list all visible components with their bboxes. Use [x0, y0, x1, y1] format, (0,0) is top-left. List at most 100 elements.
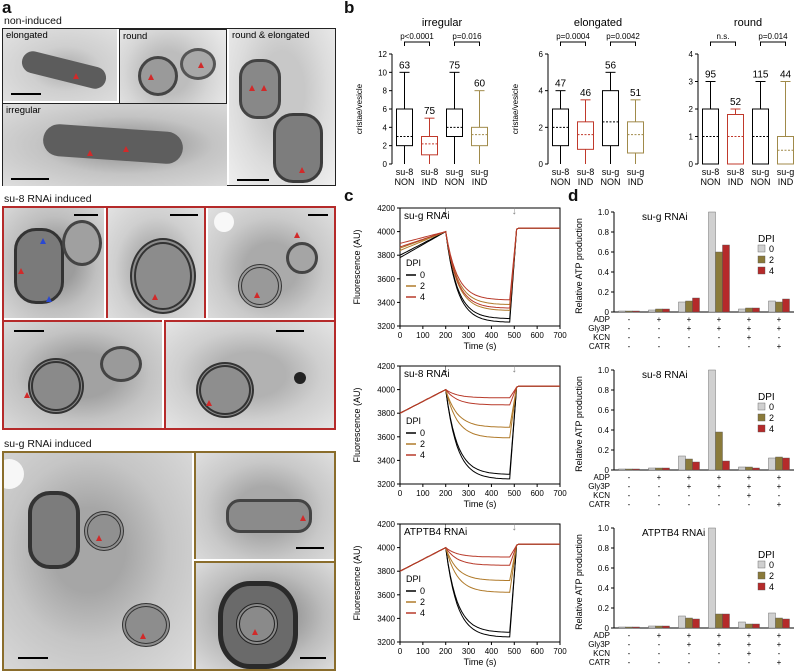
- atp-bar-dpi-2: [745, 466, 753, 471]
- n-label: 46: [580, 88, 592, 99]
- x-axis-label: Time (s): [464, 341, 497, 351]
- condition-symbol: +: [777, 315, 782, 324]
- scale-bar: [11, 93, 41, 95]
- p-value-label: n.s.: [717, 32, 730, 41]
- atp-bar-dpi-2: [625, 310, 633, 313]
- trace-series-4: [399, 385, 560, 414]
- p-value-label: p<0.0001: [400, 32, 434, 41]
- condition-symbol: -: [628, 500, 631, 509]
- em-image-su8-2: [106, 208, 206, 318]
- y-tick-label: 3800: [377, 251, 395, 260]
- condition-symbol: -: [718, 342, 721, 351]
- n-label: 52: [730, 97, 742, 108]
- box: [421, 136, 438, 156]
- red-arrowhead: [18, 268, 24, 274]
- x-tick-label: 100: [416, 331, 430, 340]
- x-tick-label: 600: [530, 331, 544, 340]
- x-tick-label: 300: [462, 331, 476, 340]
- atp-bar-dpi-2: [685, 617, 693, 629]
- scale-bar: [237, 179, 269, 181]
- category-label: su-g: [627, 167, 645, 177]
- mitochondrion-shape: [42, 123, 184, 165]
- atp-bar-dpi-0: [738, 308, 746, 313]
- atp-bar-dpi-4: [632, 626, 640, 629]
- y-tick-label: 0.8: [598, 386, 610, 395]
- x-tick-label: 700: [553, 489, 567, 498]
- legend-swatch: [757, 560, 766, 569]
- atp-bar-dpi-2: [745, 623, 753, 629]
- red-arrowhead: [294, 232, 300, 238]
- category-label: NON: [601, 177, 621, 186]
- red-arrowhead: [261, 85, 267, 91]
- legend-swatch: [757, 413, 766, 422]
- bar-chart-atptb4: 0 0.2 0.4 0.6 0.8 1.0 Relative ATP production A…: [574, 524, 794, 667]
- atp-bar-dpi-0: [678, 455, 686, 471]
- legend-label: 0: [769, 560, 774, 570]
- legend-label: 2: [769, 571, 774, 581]
- x-tick-label: 200: [439, 489, 453, 498]
- atp-bar-dpi-2: [625, 468, 633, 471]
- condition-symbol: -: [658, 640, 661, 649]
- condition-symbol: +: [777, 324, 782, 333]
- atp-bar-dpi-2: [715, 431, 723, 471]
- trace-series-4: [399, 543, 560, 572]
- panel-label-d: d: [568, 186, 579, 205]
- sug-frame: [2, 451, 336, 671]
- atp-bar-dpi-2: [775, 617, 783, 629]
- mitochondrion-shape: [238, 264, 282, 308]
- condition-symbol: +: [777, 473, 782, 482]
- y-tick-label: 4000: [377, 544, 395, 553]
- y-tick-label: 6: [383, 105, 388, 114]
- y-tick-label: 3400: [377, 614, 395, 623]
- mitochondrion-shape: [100, 346, 142, 382]
- x-tick-label: 0: [398, 489, 403, 498]
- trace-series-4: [399, 543, 560, 572]
- y-tick-label: 2: [383, 142, 388, 151]
- atp-bar-dpi-4: [782, 618, 790, 629]
- condition-symbol: +: [657, 315, 662, 324]
- condition-symbol: -: [748, 658, 751, 667]
- condition-symbol: +: [687, 631, 692, 640]
- y-tick-label: 4200: [377, 362, 395, 371]
- y-tick-label: 1.0: [598, 366, 610, 375]
- condition-symbol: +: [717, 631, 722, 640]
- addition-arrow-gray: ↓: [512, 205, 518, 217]
- atp-bar-dpi-4: [692, 297, 700, 313]
- atp-bar-dpi-2: [745, 307, 753, 313]
- condition-symbol: +: [747, 649, 752, 658]
- condition-symbol: -: [688, 658, 691, 667]
- condition-row-label: Gly3P: [588, 482, 610, 491]
- mitochondrion-shape: [28, 491, 80, 569]
- category-label: su-8: [421, 167, 439, 177]
- y-tick-label: 0: [605, 308, 610, 317]
- atp-bar-dpi-4: [722, 460, 730, 471]
- em-image-sug-2: [194, 453, 334, 559]
- legend-title: DPI: [758, 392, 775, 403]
- mitochondrion-shape: [14, 228, 64, 304]
- dense-granule-shape: [294, 372, 306, 384]
- y-axis-label: Fluorescence (AU): [352, 545, 362, 620]
- condition-symbol: +: [777, 631, 782, 640]
- tile-label-round: round: [123, 31, 148, 42]
- atp-bar-dpi-0: [648, 625, 656, 629]
- trace-chart-su-8: 0 100 200 300 400 500 600 700320034003600380040…: [352, 362, 567, 509]
- condition-symbol: +: [747, 333, 752, 342]
- legend-label: 0: [420, 586, 425, 596]
- atp-bar-dpi-4: [662, 625, 670, 629]
- y-tick-label: 0: [539, 160, 544, 169]
- section-su8-induced: su-8 RNAi induced: [4, 193, 92, 205]
- y-tick-label: 3600: [377, 433, 395, 442]
- scale-bar: [14, 330, 44, 332]
- legend-swatch: [757, 255, 766, 264]
- em-image-sug-1: [4, 453, 192, 669]
- p-value-label: p=0.014: [758, 32, 788, 41]
- atp-bar-dpi-4: [632, 310, 640, 313]
- atp-bar-dpi-4: [782, 457, 790, 471]
- em-image-su8-5: [164, 320, 334, 428]
- condition-row-label: KCN: [593, 649, 610, 658]
- atp-bar-dpi-2: [775, 301, 783, 313]
- y-tick-label: 2: [539, 123, 544, 132]
- legend-label: 4: [420, 450, 425, 460]
- legend-swatch: [757, 424, 766, 433]
- condition-symbol: +: [687, 324, 692, 333]
